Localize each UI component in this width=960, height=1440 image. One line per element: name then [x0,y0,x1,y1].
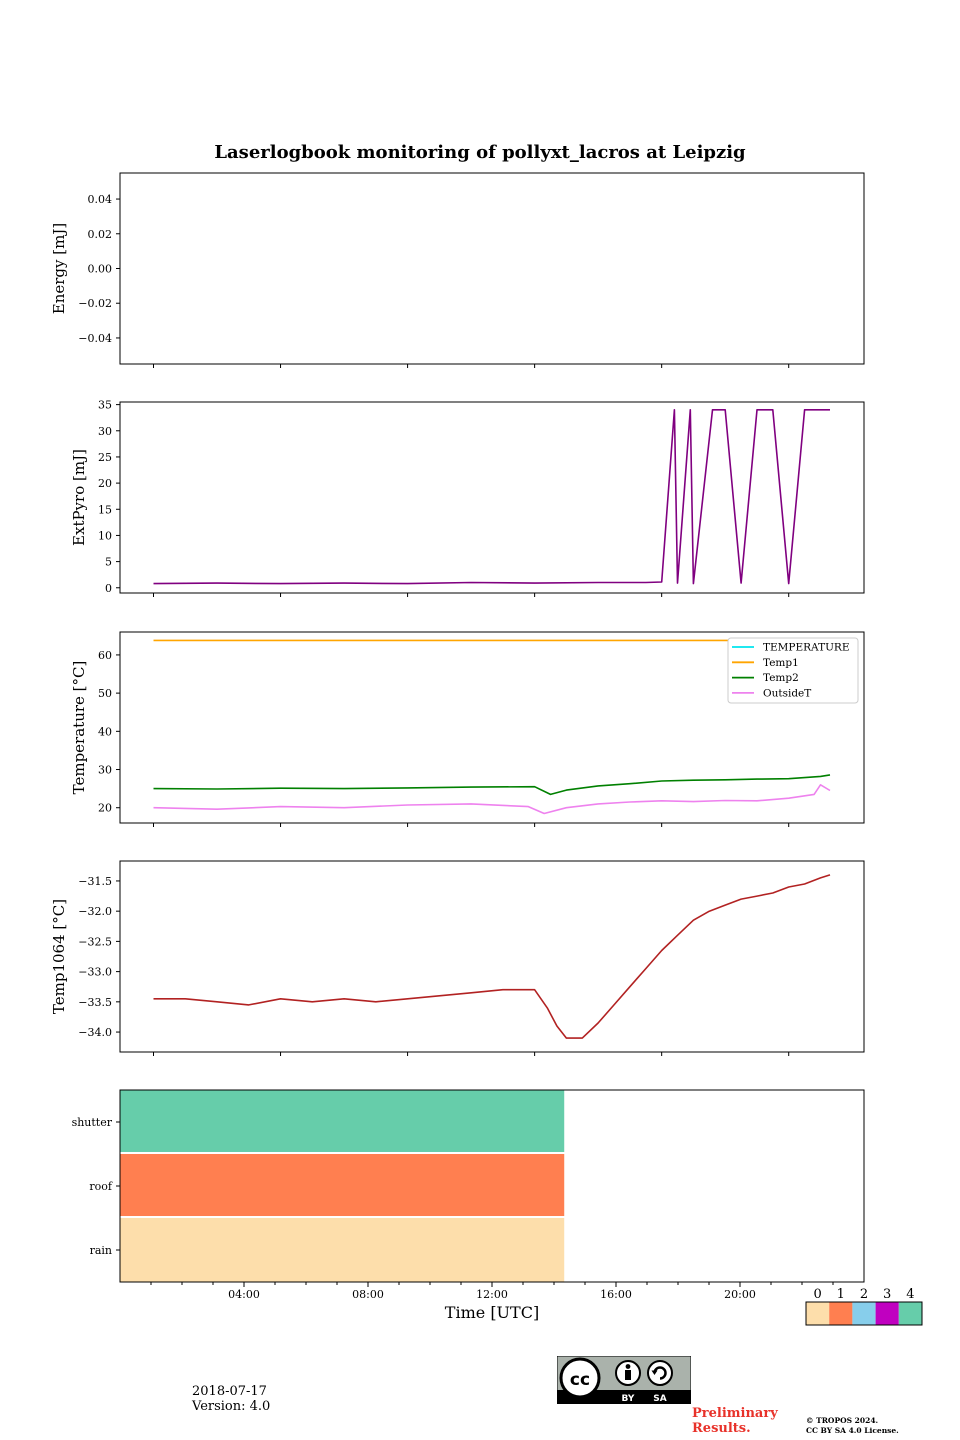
copyright-line-1: © TROPOS 2024. [806,1416,879,1425]
flag-row-rain [120,1218,565,1282]
colorbar-swatch-1 [829,1302,853,1325]
legend-label-temperature: TEMPERATURE [763,642,850,654]
legend-label-temp1: Temp1 [763,657,799,669]
time-xtick-label: 08:00 [352,1288,384,1301]
panel-1-ytick-label: 10 [98,529,112,542]
panel-0-ytick-label: −0.04 [78,332,112,345]
panel-1-ytick-label: 20 [98,477,112,490]
cc-by-sa-logo: cc BY SA [557,1356,691,1404]
colorbar-label-1: 1 [837,1287,845,1302]
time-xtick-label: 16:00 [600,1288,632,1301]
temperature-series-temp2-line [153,774,831,796]
colorbar-swatch-3 [875,1302,899,1325]
time-axis-label: Time [UTC] [445,1303,539,1322]
panel-3-ytick-label: −32.0 [78,905,112,918]
panel-2-ytick-label: 40 [98,725,112,738]
preliminary-line-2: Results. [692,1421,751,1436]
panel-3-ytick-label: −31.5 [78,875,112,888]
colorbar-swatch-0 [806,1302,830,1325]
colorbar-frame [805,1301,923,1326]
panel-3-ytick-label: −34.0 [78,1026,112,1039]
legend-label-outsidet: OutsideT [763,687,811,699]
panel-0-ytick-label: −0.02 [78,297,112,310]
extpyro-series-line [153,409,830,585]
copyright-note: © TROPOS 2024. CC BY SA 4.0 License. [806,1416,899,1436]
time-xtick-label: 20:00 [724,1288,756,1301]
preliminary-line-1: Preliminary [692,1406,778,1421]
panel-0-ytick-label: 0.02 [88,228,113,241]
copyright-line-2: CC BY SA 4.0 License. [806,1426,899,1435]
panel-1-ytick-label: 30 [98,425,112,438]
panel-1-ytick-label: 25 [98,451,112,464]
legend-label-temp2: Temp2 [763,672,799,684]
panel-2-ylabel: Temperature [°C] [70,661,88,795]
panel-1-frame [119,401,865,594]
colorbar-label-3: 3 [883,1287,891,1302]
version-text: Version: 4.0 [192,1399,271,1414]
flag-row-label-roof: roof [89,1180,113,1193]
chart-title: Laserlogbook monitoring of pollyxt_lacro… [214,142,746,163]
panel-2-ytick-label: 30 [98,764,112,777]
panel-1-ytick-label: 5 [105,556,112,569]
panel-3-ytick-label: −33.0 [78,966,112,979]
panel-1-ylabel: ExtPyro [mJ] [70,449,88,546]
panel-1-ytick-label: 0 [105,582,112,595]
colorbar-label-2: 2 [860,1287,868,1302]
panel-3-ylabel: Temp1064 [°C] [50,899,68,1014]
panel-2-ytick-label: 20 [98,802,112,815]
flag-row-label-rain: rain [90,1244,112,1257]
date-version-block: 2018-07-17 Version: 4.0 [192,1384,270,1414]
panel-1-ytick-label: 15 [98,503,112,516]
panel-1-ytick-label: 35 [98,399,112,412]
colorbar-label-4: 4 [906,1287,914,1302]
panel-3-ytick-label: −33.5 [78,996,112,1009]
colorbar-swatch-4 [898,1302,922,1325]
panel-3-frame [119,860,865,1053]
flag-row-label-shutter: shutter [72,1116,113,1129]
temperature-series-outsidet-line [153,784,831,815]
date-text: 2018-07-17 [192,1384,267,1399]
temperature-legend-box [727,637,859,704]
panel-0-ytick-label: 0.04 [88,193,113,206]
svg-text:cc: cc [570,1370,590,1390]
time-xtick-label: 04:00 [228,1288,260,1301]
temp1064-series-line [153,874,831,1039]
colorbar-swatch-2 [852,1302,876,1325]
panel-2-ytick-label: 50 [98,687,112,700]
flag-row-shutter [120,1090,565,1152]
panel-2-frame [119,631,865,824]
cc-sa-label: SA [653,1394,666,1404]
panel-3-ytick-label: −32.5 [78,935,112,948]
panel-2-ytick-label: 60 [98,649,112,662]
time-xtick-label: 12:00 [476,1288,508,1301]
flag-row-roof [120,1154,565,1216]
preliminary-results-note: Preliminary Results. [692,1406,778,1436]
colorbar-label-0: 0 [813,1287,821,1302]
panel-0-ylabel: Energy [mJ] [50,223,68,314]
panel-0-ytick-label: 0.00 [88,263,113,276]
panel-0-frame [119,172,865,365]
cc-by-label: BY [622,1394,635,1404]
